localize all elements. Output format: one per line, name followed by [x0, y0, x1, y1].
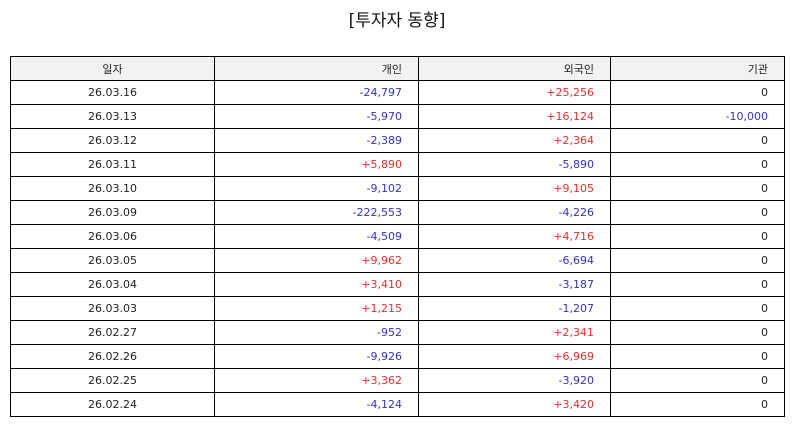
table-row: 26.03.04 +3,410 -3,187 0 [10, 272, 785, 297]
cell-foreign: +4,716 [418, 224, 611, 249]
cell-institution: -10,000 [610, 104, 785, 129]
cell-date: 26.03.03 [10, 296, 215, 321]
cell-individual: +1,215 [214, 296, 419, 321]
cell-date: 26.03.09 [10, 200, 215, 225]
cell-foreign: -3,187 [418, 272, 611, 297]
investor-trend-table: 일자 개인 외국인 기관 26.03.16 -24,797 +25,256 0 26.0… [10, 56, 785, 417]
cell-individual: +3,410 [214, 272, 419, 297]
cell-institution: 0 [610, 392, 785, 417]
cell-foreign: -6,694 [418, 248, 611, 273]
table-body: 26.03.16 -24,797 +25,256 0 26.03.13 -5,970 +16… [10, 80, 785, 417]
cell-date: 26.03.13 [10, 104, 215, 129]
table-row: 26.03.13 -5,970 +16,124 -10,000 [10, 104, 785, 129]
cell-institution: 0 [610, 296, 785, 321]
cell-date: 26.02.26 [10, 344, 215, 369]
table-row: 26.02.24 -4,124 +3,420 0 [10, 392, 785, 417]
cell-foreign: +6,969 [418, 344, 611, 369]
cell-individual: -24,797 [214, 80, 419, 105]
cell-foreign: +9,105 [418, 176, 611, 201]
cell-date: 26.03.06 [10, 224, 215, 249]
cell-date: 26.03.16 [10, 80, 215, 105]
cell-date: 26.03.11 [10, 152, 215, 177]
column-header-date: 일자 [10, 56, 215, 81]
table-row: 26.02.25 +3,362 -3,920 0 [10, 368, 785, 393]
cell-institution: 0 [610, 368, 785, 393]
table-row: 26.03.12 -2,389 +2,364 0 [10, 128, 785, 153]
table-row: 26.03.06 -4,509 +4,716 0 [10, 224, 785, 249]
table-row: 26.03.03 +1,215 -1,207 0 [10, 296, 785, 321]
cell-foreign: -5,890 [418, 152, 611, 177]
table-row: 26.03.05 +9,962 -6,694 0 [10, 248, 785, 273]
cell-institution: 0 [610, 80, 785, 105]
cell-date: 26.03.12 [10, 128, 215, 153]
table-row: 26.03.09 -222,553 -4,226 0 [10, 200, 785, 225]
cell-foreign: -1,207 [418, 296, 611, 321]
cell-institution: 0 [610, 176, 785, 201]
cell-date: 26.03.04 [10, 272, 215, 297]
table-row: 26.03.10 -9,102 +9,105 0 [10, 176, 785, 201]
column-header-individual: 개인 [214, 56, 419, 81]
column-header-institution: 기관 [610, 56, 785, 81]
cell-date: 26.02.27 [10, 320, 215, 345]
cell-individual: -952 [214, 320, 419, 345]
cell-institution: 0 [610, 128, 785, 153]
cell-individual: +5,890 [214, 152, 419, 177]
cell-institution: 0 [610, 272, 785, 297]
cell-individual: -4,509 [214, 224, 419, 249]
cell-foreign: -3,920 [418, 368, 611, 393]
table-row: 26.03.11 +5,890 -5,890 0 [10, 152, 785, 177]
table-header-row: 일자 개인 외국인 기관 [10, 56, 785, 81]
cell-foreign: +3,420 [418, 392, 611, 417]
cell-date: 26.02.25 [10, 368, 215, 393]
cell-foreign: +2,364 [418, 128, 611, 153]
cell-date: 26.02.24 [10, 392, 215, 417]
cell-individual: -5,970 [214, 104, 419, 129]
cell-individual: -2,389 [214, 128, 419, 153]
table-row: 26.02.26 -9,926 +6,969 0 [10, 344, 785, 369]
cell-individual: -222,553 [214, 200, 419, 225]
cell-individual: +9,962 [214, 248, 419, 273]
cell-institution: 0 [610, 248, 785, 273]
cell-foreign: +2,341 [418, 320, 611, 345]
cell-foreign: +16,124 [418, 104, 611, 129]
cell-institution: 0 [610, 152, 785, 177]
column-header-foreign: 외국인 [418, 56, 611, 81]
page-title: [투자자 동향] [348, 11, 446, 31]
cell-institution: 0 [610, 224, 785, 249]
cell-foreign: -4,226 [418, 200, 611, 225]
cell-institution: 0 [610, 200, 785, 225]
cell-institution: 0 [610, 344, 785, 369]
table-row: 26.02.27 -952 +2,341 0 [10, 320, 785, 345]
cell-date: 26.03.05 [10, 248, 215, 273]
cell-individual: -9,926 [214, 344, 419, 369]
cell-institution: 0 [610, 320, 785, 345]
cell-individual: -4,124 [214, 392, 419, 417]
cell-individual: -9,102 [214, 176, 419, 201]
cell-foreign: +25,256 [418, 80, 611, 105]
cell-individual: +3,362 [214, 368, 419, 393]
cell-date: 26.03.10 [10, 176, 215, 201]
table-row: 26.03.16 -24,797 +25,256 0 [10, 80, 785, 105]
